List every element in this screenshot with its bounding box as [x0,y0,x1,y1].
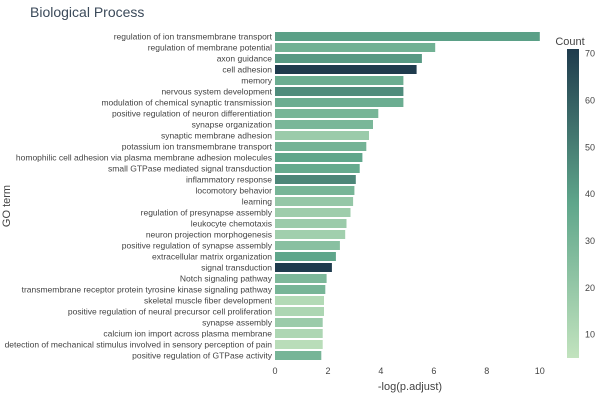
y-tick-label: calcium ion import across plasma membran… [103,329,272,339]
y-tick-label: homophilic cell adhesion via plasma memb… [16,153,272,163]
y-tick-label: transmembrane receptor protein tyrosine … [22,285,273,295]
y-tick-label: extracellular matrix organization [152,252,272,262]
bar [275,98,404,107]
bar [275,153,363,162]
y-tick-label: locomotory behavior [195,186,272,196]
y-tick-label: potassium ion transmembrane transport [122,142,273,152]
y-tick-label: regulation of membrane potential [148,43,272,53]
colorbar-tick-label: 70 [585,49,595,59]
y-tick-label: neuron projection morphogenesis [146,230,272,240]
y-tick-label: modulation of chemical synaptic transmis… [101,98,272,108]
y-tick-label: inflammatory response [186,175,272,185]
bar [275,76,404,85]
y-tick-label: positive regulation of GTPase activity [132,351,273,361]
y-tick-label: synaptic membrane adhesion [161,131,272,141]
y-tick-label: cell adhesion [222,65,272,75]
bar [275,230,346,239]
colorbar [567,49,579,358]
y-tick-label: signal transduction [201,263,272,273]
bar [275,54,422,63]
bar [275,219,347,228]
bar [275,164,360,173]
y-tick-labels: regulation of ion transmembrane transpor… [5,32,273,361]
colorbar-tick-label: 20 [585,283,595,293]
bar [275,318,323,327]
y-tick-label: axon guidance [217,54,273,64]
x-tick-label: 10 [535,366,545,376]
y-tick-label: Notch signaling pathway [180,274,273,284]
colorbar-tick-label: 10 [585,330,595,340]
y-tick-label: memory [241,76,272,86]
bar [275,285,326,294]
y-tick-label: learning [242,197,273,207]
x-tick-label: 8 [484,366,489,376]
y-tick-label: detection of mechanical stimulus involve… [5,340,273,350]
y-tick-label: synapse assembly [202,318,273,328]
bar [275,65,417,74]
bar [275,175,356,184]
y-axis-title: GO term [1,185,13,227]
y-tick-label: nervous system development [161,87,272,97]
bar [275,307,324,316]
colorbar-title: Count [555,36,584,48]
colorbar-tick-label: 50 [585,142,595,152]
bar [275,252,336,261]
y-tick-label: leukocyte chemotaxis [191,219,272,229]
y-tick-label: small GTPase mediated signal transductio… [108,164,272,174]
bar [275,87,404,96]
colorbar-tick-labels: 10 20 30 40 50 60 70 [585,49,595,340]
x-tick-label: 0 [272,366,277,376]
bar [275,296,324,305]
colorbar-tick-label: 30 [585,236,595,246]
y-tick-label: regulation of presynapse assembly [141,208,273,218]
y-tick-label: positive regulation of neural precursor … [68,307,272,317]
x-tick-labels: 0 2 4 6 8 10 [272,366,544,376]
x-tick-label: 6 [431,366,436,376]
bar [275,263,332,272]
x-tick-label: 4 [378,366,383,376]
bar [275,142,367,151]
y-tick-label: synapse organization [192,120,273,130]
bar [275,109,379,118]
colorbar-tick-label: 40 [585,189,595,199]
bar [275,274,327,283]
colorbar-tick-label: 60 [585,96,595,106]
bar [275,131,369,140]
bar [275,43,436,52]
bars-group [275,32,540,360]
chart-title: Biological Process [30,4,144,20]
y-tick-label: skeletal muscle fiber development [144,296,273,306]
bar [275,186,355,195]
y-tick-label: regulation of ion transmembrane transpor… [114,32,273,42]
y-tick-label: positive regulation of synapse assembly [122,241,273,251]
bar [275,32,540,41]
bar [275,208,351,217]
bar [275,120,373,129]
bar [275,351,322,360]
bar [275,329,323,338]
bar [275,241,340,250]
bar [275,340,323,349]
x-axis-title: -log(p.adjust) [378,381,442,393]
x-tick-label: 2 [325,366,330,376]
bar [275,197,354,206]
y-tick-label: positive regulation of neuron differenti… [112,109,272,119]
